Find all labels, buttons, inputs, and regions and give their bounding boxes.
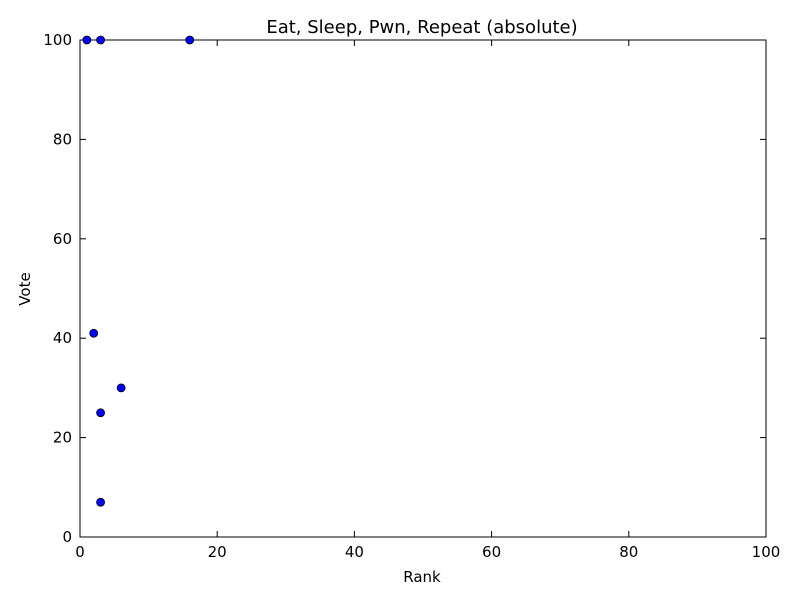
data-point: [96, 35, 105, 45]
x-tick-label: 100: [752, 543, 781, 561]
data-points: [82, 35, 195, 507]
y-tick-label: 20: [53, 429, 72, 447]
y-tick-label: 60: [53, 230, 72, 248]
data-point: [116, 383, 126, 393]
y-tick-label: 80: [53, 130, 72, 148]
y-tick-label: 40: [53, 329, 72, 347]
y-axis-label: Vote: [16, 272, 34, 305]
data-point: [82, 35, 92, 45]
x-tick-label: 60: [482, 543, 501, 561]
chart-title: Eat, Sleep, Pwn, Repeat (absolute): [266, 17, 577, 38]
data-point: [96, 408, 105, 418]
axis-ticks: 0 20 40 60 80 100 0 20 40 60 80 100: [43, 31, 780, 561]
y-tick-label: 100: [43, 31, 72, 49]
data-point: [185, 35, 195, 45]
x-tick-label: 20: [208, 543, 227, 561]
x-tick-label: 0: [75, 543, 85, 561]
data-point: [96, 497, 105, 507]
x-tick-label: 80: [619, 543, 638, 561]
y-tick-label: 0: [62, 528, 72, 546]
data-point: [89, 328, 99, 338]
x-tick-label: 40: [345, 543, 364, 561]
x-axis-label: Rank: [403, 568, 441, 586]
plot-area: 0 20 40 60 80 100 0 20 40 60 80 100: [43, 31, 780, 561]
plot-frame: [79, 39, 767, 538]
